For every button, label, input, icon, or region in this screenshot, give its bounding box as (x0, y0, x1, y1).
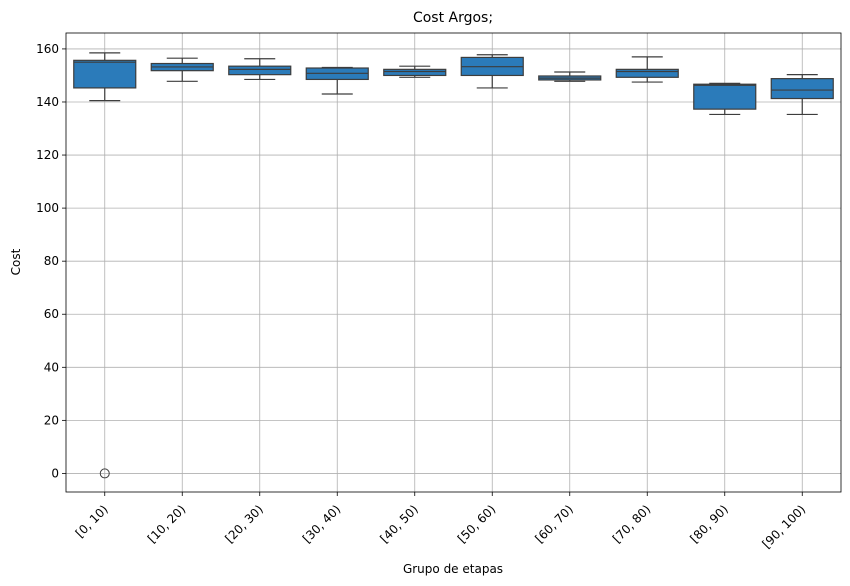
plot-frame (65, 32, 842, 493)
box-5 (383, 65, 447, 78)
box-body (383, 68, 447, 77)
box-series (73, 52, 834, 479)
box-10 (770, 74, 834, 116)
y-tick-label: 100 (36, 201, 59, 215)
box-body (228, 65, 292, 76)
y-axis-ticks: 0 20 40 60 80 100 120 140 160 (36, 42, 66, 480)
box-9 (693, 82, 757, 116)
x-tick-label: [50, 60) (455, 502, 499, 546)
x-tick-label: [80, 90) (687, 502, 731, 546)
box-body (615, 68, 679, 78)
box-4 (305, 66, 369, 95)
box-body (693, 83, 757, 110)
y-tick-label: 120 (36, 148, 59, 162)
x-tick-label: [30, 40) (300, 502, 344, 546)
grid-lines (66, 33, 841, 492)
y-tick-label: 60 (44, 307, 59, 321)
box-6 (460, 54, 524, 89)
y-tick-label: 40 (44, 360, 59, 374)
x-tick-label: [60, 70) (532, 502, 576, 546)
x-axis-label: Grupo de etapas (403, 562, 503, 576)
box-body (770, 78, 834, 100)
x-axis-ticks: [0, 10) [10, 20) [20, 30) [30, 40) [40, 50) [… (73, 492, 808, 551)
x-tick-label: [40, 50) (377, 502, 421, 546)
box-2 (150, 57, 214, 82)
y-tick-label: 0 (51, 466, 59, 480)
x-tick-label: [10, 20) (145, 502, 189, 546)
y-tick-label: 140 (36, 95, 59, 109)
box-body (73, 59, 137, 89)
box-3 (228, 58, 292, 81)
x-tick-label: [0, 10) (73, 502, 111, 540)
y-axis-label: Cost (9, 248, 23, 275)
x-tick-label: [70, 80) (610, 502, 654, 546)
box-1 (73, 52, 137, 479)
x-tick-label: [20, 30) (222, 502, 266, 546)
outlier-point (99, 468, 110, 479)
y-tick-label: 160 (36, 42, 59, 56)
chart-title: Cost Argos; (413, 10, 493, 26)
x-tick-label: [90, 100) (759, 502, 808, 551)
y-tick-label: 20 (44, 413, 59, 427)
box-8 (615, 56, 679, 83)
y-tick-label: 80 (44, 254, 59, 268)
box-7 (538, 71, 602, 82)
